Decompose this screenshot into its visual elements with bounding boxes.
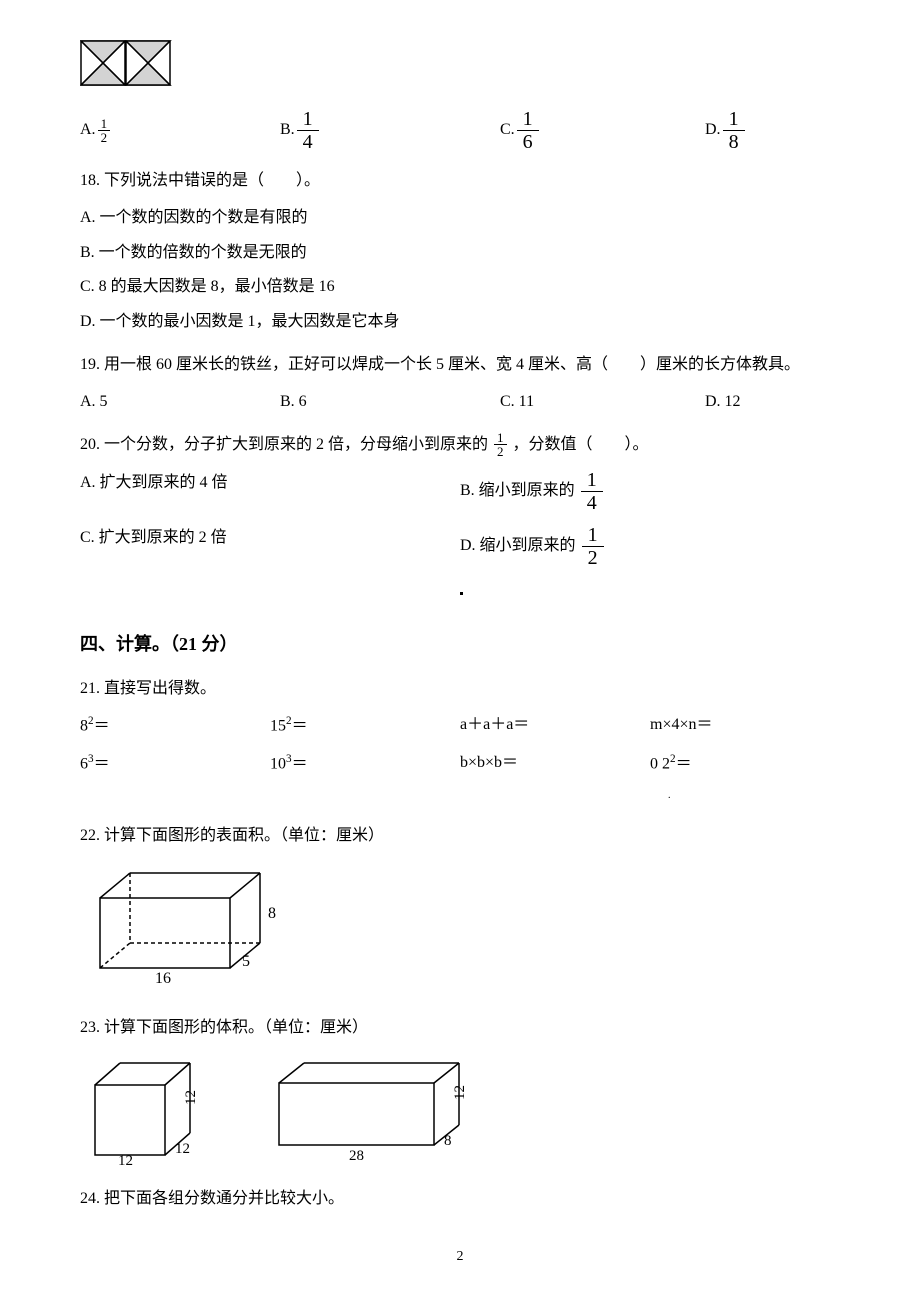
q18-choice-c: C. 8 的最大因数是 8，最小倍数是 16 (80, 273, 840, 302)
fraction: 1 2 (582, 524, 604, 569)
q17-options: A. 1 2 B. 1 4 C. 1 6 D. 1 8 (80, 108, 840, 153)
calc-item: 152＝ (270, 711, 460, 741)
fraction: 1 4 (581, 469, 603, 514)
q17-figure (80, 40, 840, 88)
q20-option-d: D. 缩小到原来的 1 2 (460, 524, 606, 569)
q20-option-c: C. 扩大到原来的 2 倍 (80, 524, 460, 569)
section4-heading: 四、计算。（21 分） (80, 628, 840, 660)
q17-option-a: A. 1 2 (80, 108, 280, 153)
option-label: A. (80, 116, 96, 145)
cube-icon: 12 12 12 (80, 1055, 240, 1165)
q19-option-d: D. 12 (705, 388, 741, 417)
q21-row2: 63＝ 103＝ b×b×b＝ 0 22＝. (80, 749, 840, 808)
q18-choice-a: A. 一个数的因数的个数是有限的 (80, 204, 840, 233)
q19-option-b: B. 6 (280, 388, 500, 417)
q17-option-b: B. 1 4 (280, 108, 500, 153)
q20-option-b: B. 缩小到原来的 1 4 (460, 469, 605, 514)
height-label: 8 (268, 905, 276, 922)
q18-choice-d: D. 一个数的最小因数是 1，最大因数是它本身 (80, 308, 840, 337)
length-label: 28 (349, 1148, 364, 1164)
calc-item: b×b×b＝ (460, 749, 650, 808)
width-label: 5 (242, 953, 250, 970)
fraction: 1 2 (494, 431, 507, 458)
q23-diagrams: 12 12 12 8 28 12 (80, 1055, 840, 1165)
q18-choices: A. 一个数的因数的个数是有限的 B. 一个数的倍数的个数是无限的 C. 8 的… (80, 204, 840, 337)
height-label: 12 (452, 1085, 468, 1100)
q22-diagram: 8 5 16 (80, 863, 840, 994)
q19-option-c: C. 11 (500, 388, 705, 417)
calc-item: 0 22＝. (650, 749, 840, 808)
option-label: D. (705, 116, 721, 145)
page-number: 2 (80, 1244, 840, 1269)
calc-item: 82＝ (80, 711, 270, 741)
cube-edge-label: 12 (183, 1090, 199, 1105)
width-label: 8 (444, 1133, 452, 1149)
q21-stem: 21. 直接写出得数。 (80, 675, 840, 704)
cube-edge-label: 12 (175, 1141, 190, 1157)
option-label: B. (280, 116, 295, 145)
q20-stem-pre: 20. 一个分数，分子扩大到原来的 2 倍，分母缩小到原来的 (80, 436, 488, 453)
length-label: 16 (155, 970, 171, 983)
q20-option-a: A. 扩大到原来的 4 倍 (80, 469, 460, 514)
q17-option-c: C. 1 6 (500, 108, 705, 153)
q20-stem: 20. 一个分数，分子扩大到原来的 2 倍，分母缩小到原来的 1 2 ，分数值（… (80, 431, 840, 460)
cube-edge-label: 12 (118, 1153, 133, 1165)
q20-stem-post: ，分数值（ ）。 (513, 436, 649, 453)
q18-choice-b: B. 一个数的倍数的个数是无限的 (80, 239, 840, 268)
fraction: 1 6 (517, 108, 539, 153)
fraction: 1 2 (98, 117, 111, 144)
hourglass-icon (80, 40, 172, 88)
option-label: C. (500, 116, 515, 145)
q19-option-a: A. 5 (80, 388, 280, 417)
q17-option-d: D. 1 8 (705, 108, 747, 153)
q18-stem: 18. 下列说法中错误的是（ ）。 (80, 167, 840, 196)
q20-row2: C. 扩大到原来的 2 倍 D. 缩小到原来的 1 2 (80, 524, 840, 569)
calc-item: 63＝ (80, 749, 270, 808)
q23-stem: 23. 计算下面图形的体积。（单位：厘米） (80, 1014, 840, 1043)
calc-item: a＋a＋a＝ (460, 711, 650, 741)
q19-stem: 19. 用一根 60 厘米长的铁丝，正好可以焊成一个长 5 厘米、宽 4 厘米、… (80, 351, 840, 380)
fraction: 1 8 (723, 108, 745, 153)
dot-marker (460, 592, 463, 595)
q20-row1: A. 扩大到原来的 4 倍 B. 缩小到原来的 1 4 (80, 469, 840, 514)
q19-options: A. 5 B. 6 C. 11 D. 12 (80, 388, 840, 417)
q21-row1: 82＝ 152＝ a＋a＋a＝ m×4×n＝ (80, 711, 840, 741)
calc-item: m×4×n＝ (650, 711, 840, 741)
fraction: 1 4 (297, 108, 319, 153)
calc-item: 103＝ (270, 749, 460, 808)
q24-stem: 24. 把下面各组分数通分并比较大小。 (80, 1185, 840, 1214)
cuboid2-icon: 8 28 12 (264, 1055, 504, 1165)
cuboid-icon: 8 5 16 (80, 863, 300, 983)
q22-stem: 22. 计算下面图形的表面积。（单位：厘米） (80, 822, 840, 851)
